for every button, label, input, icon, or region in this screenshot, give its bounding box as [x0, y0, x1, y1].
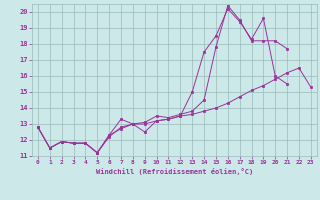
X-axis label: Windchill (Refroidissement éolien,°C): Windchill (Refroidissement éolien,°C): [96, 168, 253, 175]
